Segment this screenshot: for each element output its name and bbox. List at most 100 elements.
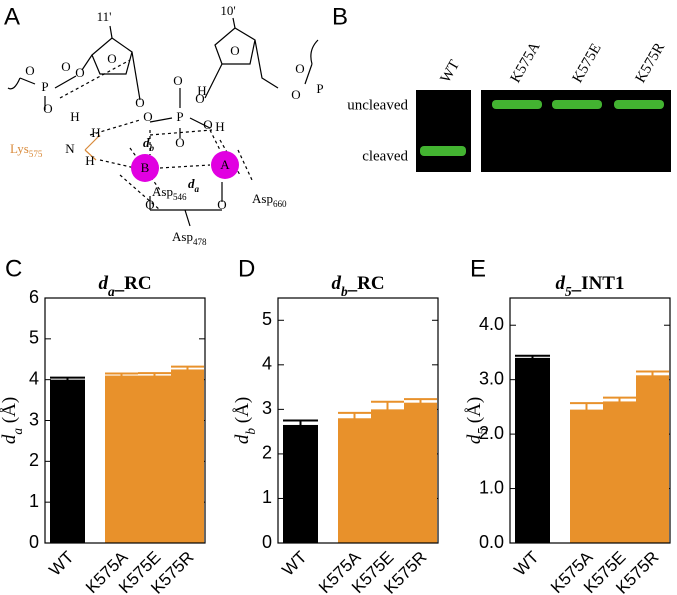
gel-band	[492, 100, 542, 109]
lys-label: Lys575	[10, 141, 43, 159]
gel-band	[614, 100, 664, 109]
error-bar	[338, 411, 371, 424]
atom-label: O	[43, 101, 52, 116]
y-tick-label: 0	[29, 532, 39, 552]
y-tick-label: 3.0	[479, 368, 504, 388]
ion-a	[211, 151, 239, 179]
chart-title: d5_INT1	[556, 273, 625, 298]
panel-label: E	[470, 255, 486, 282]
y-tick-label: 1	[262, 487, 272, 507]
atom-label: O	[143, 109, 152, 124]
lane-label: K575E	[570, 41, 605, 86]
y-axis-label-part: (Å)	[232, 397, 253, 428]
bar	[50, 379, 85, 543]
bar	[515, 357, 550, 543]
error-bar	[603, 396, 636, 406]
y-tick-label: 4	[262, 354, 272, 374]
y-tick-label: 3	[29, 409, 39, 429]
atom-label: P	[316, 81, 323, 96]
y-axis-label-part: (Å)	[0, 397, 20, 428]
atom-label: H	[215, 119, 224, 134]
distance-label-part: d	[188, 176, 195, 191]
error-bar	[371, 400, 404, 417]
error-bar	[570, 402, 603, 417]
panel-label: A	[4, 3, 20, 30]
asp-label: Asp478	[172, 229, 207, 247]
chart-title-part: _INT1	[571, 273, 625, 294]
atom-label: O	[230, 43, 239, 58]
bar	[138, 375, 171, 543]
bar	[603, 401, 636, 543]
error-bar	[105, 372, 138, 378]
y-tick-label: 2.0	[479, 423, 504, 443]
y-tick-label: 4	[29, 368, 39, 388]
atom-label: O	[295, 61, 304, 76]
distance-label: da	[188, 176, 200, 194]
y-tick-label: 2	[262, 443, 272, 463]
sugar-ring	[91, 37, 133, 75]
asp-label-part: Asp	[252, 191, 273, 206]
atom-label: O	[203, 117, 212, 132]
asp-label: Asp546	[152, 184, 187, 202]
bar	[570, 409, 603, 543]
band-label: cleaved	[362, 148, 408, 164]
ion-b	[131, 154, 159, 182]
chart-title-part: b	[341, 284, 348, 299]
chart-title-part: _RC	[114, 273, 152, 294]
y-axis-label-part: b	[243, 428, 258, 435]
atom-label: O	[25, 63, 34, 78]
ion-label: A	[220, 157, 230, 172]
gel-lane-wt	[416, 90, 471, 172]
asp-label-part: Asp	[152, 184, 173, 199]
error-bar	[515, 354, 550, 361]
panel-label: B	[332, 3, 348, 30]
gel	[416, 90, 671, 172]
bar	[404, 402, 437, 543]
chart-title-part: d	[98, 273, 108, 294]
chart-title-part: _RC	[347, 273, 385, 294]
atom-label: O	[107, 51, 116, 66]
y-tick-label: 0.0	[479, 532, 504, 552]
y-axis-label: da (Å)	[0, 397, 25, 444]
atom-label: 11'	[97, 9, 112, 24]
y-axis-label-part: d	[0, 434, 20, 444]
atom-label: O	[175, 135, 184, 150]
chart-title-part: 5	[565, 284, 572, 299]
bar	[283, 424, 318, 543]
y-axis-label-part: 5	[475, 428, 490, 435]
y-tick-label: 3	[262, 398, 272, 418]
atom-label: N	[65, 141, 75, 156]
x-tick-label: WT	[45, 548, 77, 580]
distance-label: db	[143, 135, 155, 153]
chart-title: da_RC	[98, 273, 151, 298]
chart-title-part: a	[108, 284, 115, 299]
plot-frame	[509, 297, 671, 544]
atom-label: P	[41, 79, 48, 94]
y-axis-label-part: d	[232, 434, 253, 444]
error-bar	[50, 376, 85, 382]
lane-label: WT	[438, 58, 464, 86]
x-tick-label: WT	[278, 548, 310, 580]
chart-title: db_RC	[331, 273, 384, 298]
atom-label: O	[217, 197, 226, 212]
structure-diagram	[7, 17, 319, 227]
panel-label: D	[238, 255, 255, 282]
lane-label: K575R	[633, 40, 669, 86]
distance-label-part: b	[150, 143, 155, 153]
atom-label: H	[197, 83, 206, 98]
bar	[171, 369, 204, 543]
lane-label: K575A	[508, 39, 544, 85]
band-label: uncleaved	[347, 97, 408, 113]
bar	[105, 375, 138, 543]
error-bar	[138, 372, 171, 379]
atom-label: 10'	[220, 3, 235, 18]
asp-label-part: 660	[273, 199, 287, 209]
y-tick-label: 4.0	[479, 314, 504, 334]
lys-label-part: 575	[29, 149, 43, 159]
atom-label: O	[135, 95, 144, 110]
lys-bonds	[84, 134, 101, 161]
gel-band	[420, 146, 466, 156]
asp-label-part: Asp	[172, 229, 193, 244]
atom-label: H	[85, 153, 94, 168]
